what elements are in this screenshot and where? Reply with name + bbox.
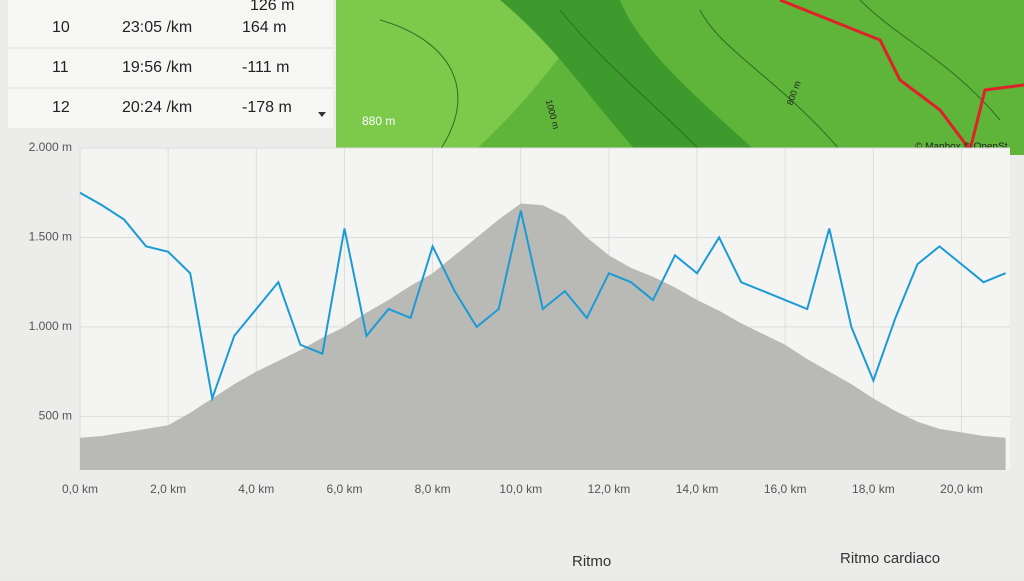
legend-entry[interactable]: Ritmo <box>572 553 611 570</box>
cell: -111 m <box>242 59 289 76</box>
cell: 20:24 /km <box>122 99 192 116</box>
x-tick-label: 14,0 km <box>676 482 719 496</box>
map-label: 880 m <box>362 114 395 128</box>
scroll-arrow[interactable] <box>318 112 326 117</box>
x-tick-label: 2,0 km <box>150 482 186 496</box>
cell: 126 m <box>250 0 294 14</box>
x-tick-label: 0,0 km <box>62 482 98 496</box>
x-tick-label: 20,0 km <box>940 482 983 496</box>
contour <box>379 0 1001 151</box>
x-tick-label: 6,0 km <box>326 482 362 496</box>
cell: 19:56 /km <box>122 59 192 76</box>
pace-line <box>79 191 1006 403</box>
x-tick-label: 10,0 km <box>499 482 542 496</box>
y-tick-label: 500 m <box>39 409 72 423</box>
y-tick-label: 2.000 m <box>29 140 72 154</box>
cell: 12 <box>52 99 70 116</box>
map-slope <box>336 0 600 155</box>
x-tick-label: 8,0 km <box>415 482 451 496</box>
cell: 10 <box>52 19 70 36</box>
legend-entry[interactable]: Ritmo cardiaco <box>840 550 940 567</box>
split-table <box>8 0 333 128</box>
y-tick-label: 1.500 m <box>29 230 72 244</box>
cell: 164 m <box>242 19 286 36</box>
route <box>779 0 1024 154</box>
y-tick-label: 1.000 m <box>29 319 72 333</box>
map-slope <box>500 0 760 155</box>
x-tick-label: 16,0 km <box>764 482 807 496</box>
x-tick-label: 4,0 km <box>238 482 274 496</box>
x-tick-label: 12,0 km <box>588 482 631 496</box>
map-attribution: © Mapbox © OpenSt <box>915 142 1008 153</box>
cell: 23:05 /km <box>122 19 192 36</box>
elevation-area <box>80 203 1006 470</box>
cell: 11 <box>52 59 69 76</box>
cell: -178 m <box>242 99 292 116</box>
x-tick-label: 18,0 km <box>852 482 895 496</box>
rows: 10 23:05 /km 164 m 11 19:56 /km -111 m 12 20:24… <box>52 19 292 116</box>
